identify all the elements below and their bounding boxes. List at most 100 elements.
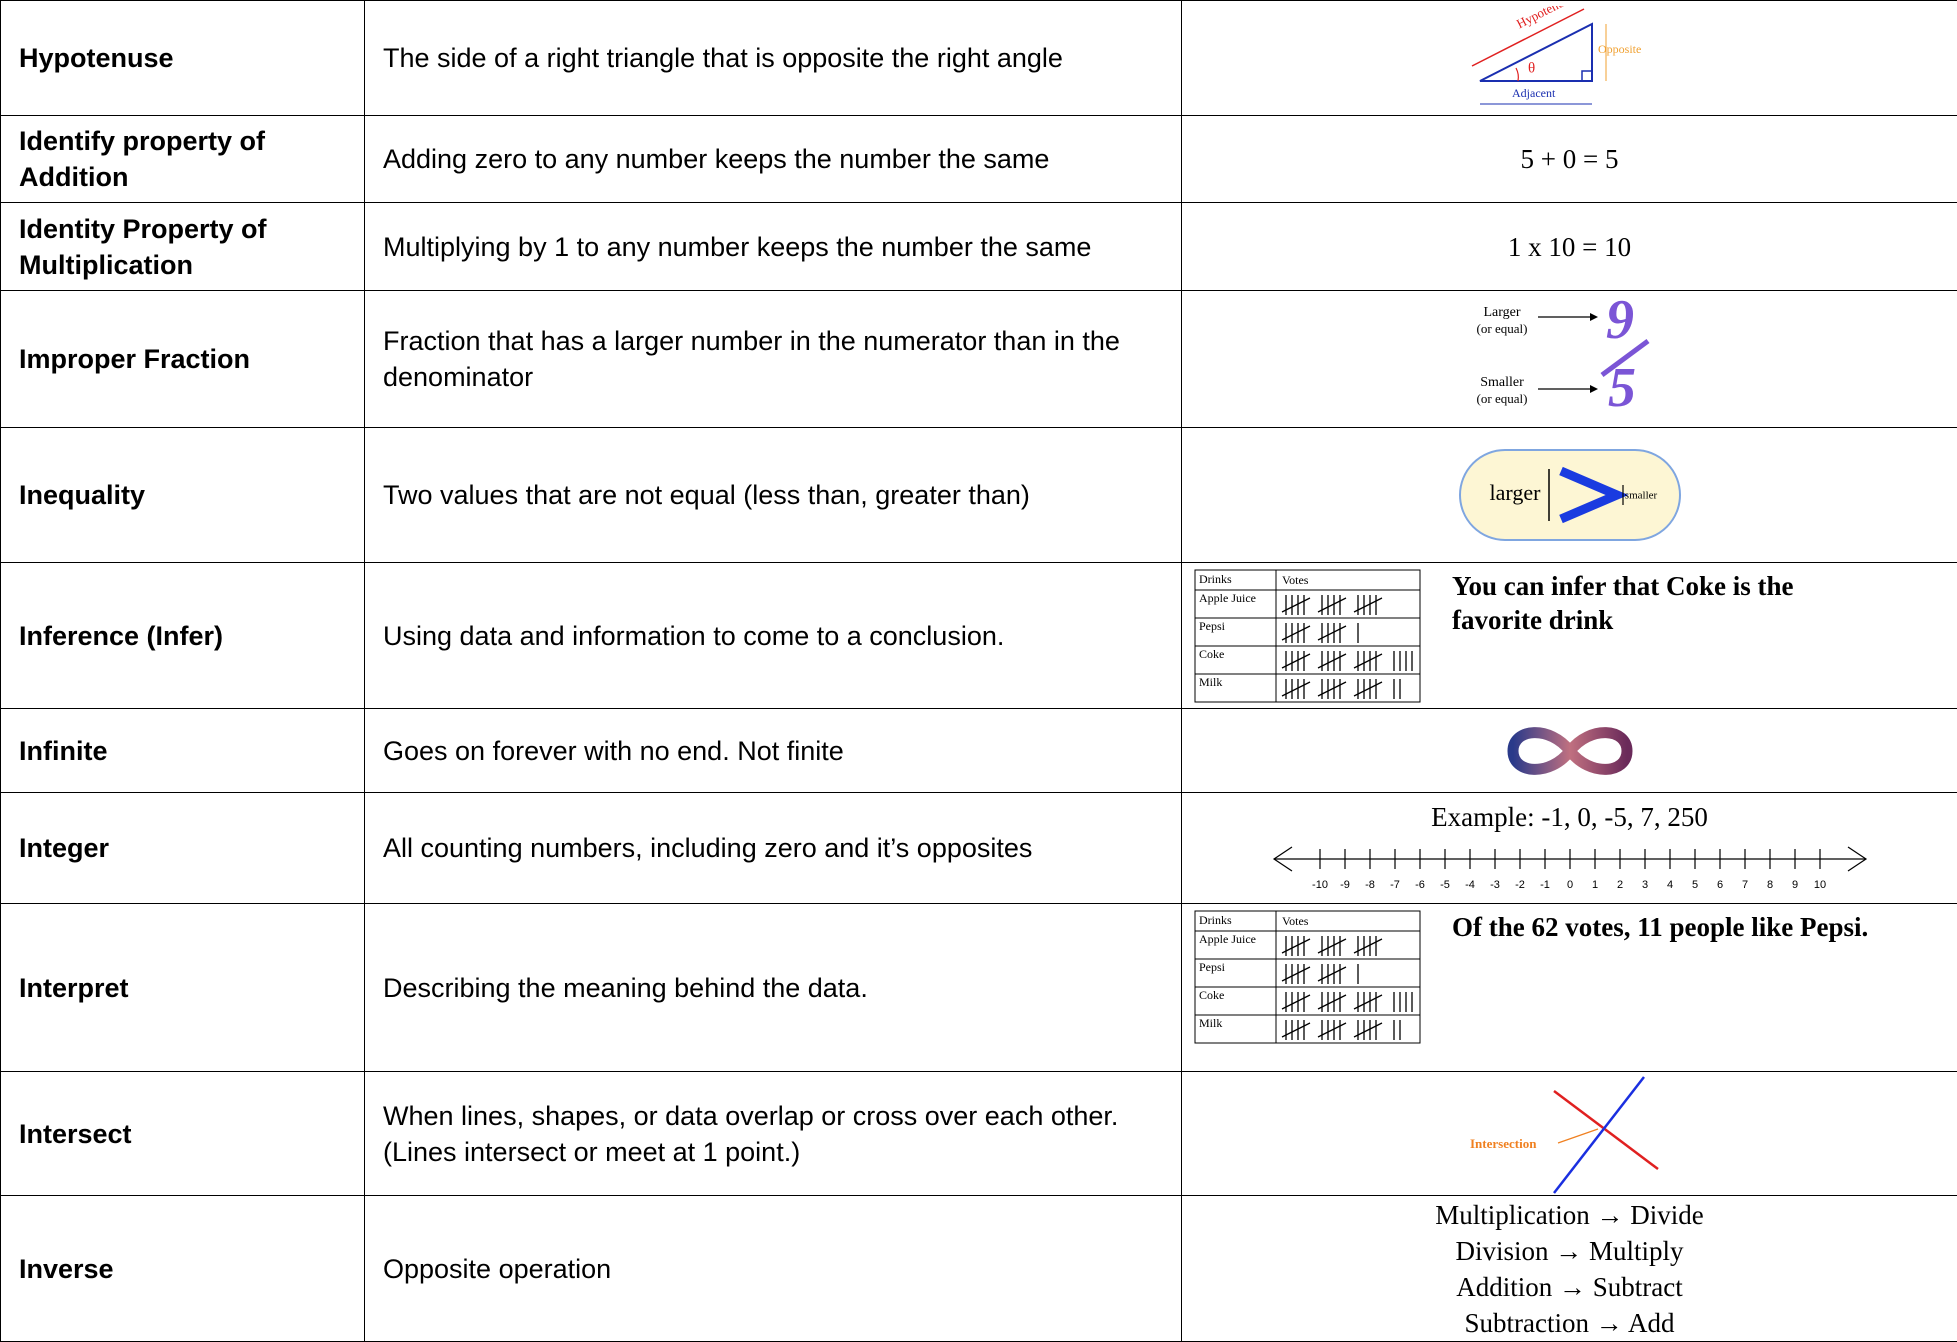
row: Improper Fraction Fraction that has a la… bbox=[1, 291, 1957, 428]
tally-marks bbox=[1282, 992, 1412, 1012]
drink: Apple Juice bbox=[1199, 932, 1256, 946]
label: θ bbox=[1528, 60, 1535, 76]
tick-label: -1 bbox=[1540, 879, 1550, 891]
pointer bbox=[1558, 1129, 1598, 1143]
denominator: 5 bbox=[1608, 356, 1636, 418]
numerator: 9 bbox=[1606, 297, 1634, 351]
blue-line bbox=[1554, 1077, 1644, 1193]
header: Votes bbox=[1282, 573, 1309, 587]
row: Hypotenuse The side of a right triangle … bbox=[1, 1, 1957, 116]
tally-marks bbox=[1282, 623, 1358, 643]
triangle bbox=[1480, 24, 1592, 81]
label: larger bbox=[1489, 480, 1541, 505]
row: Interpret Describing the meaning behind … bbox=[1, 904, 1957, 1072]
tick-label: 0 bbox=[1566, 879, 1572, 891]
tally-marks bbox=[1282, 936, 1382, 956]
angle-arc bbox=[1516, 68, 1518, 81]
header: Drinks bbox=[1199, 913, 1232, 927]
definition: Multiplying by 1 to any number keeps the… bbox=[365, 203, 1182, 291]
tick-label: -3 bbox=[1490, 879, 1500, 891]
tick-label: -8 bbox=[1365, 879, 1375, 891]
tick-label: -10 bbox=[1312, 879, 1328, 891]
header: Drinks bbox=[1199, 572, 1232, 586]
label: Hypotenuse bbox=[1513, 6, 1575, 31]
drink: Pepsi bbox=[1199, 960, 1226, 974]
term: Inference (Infer) bbox=[1, 563, 365, 709]
term: Infinite bbox=[1, 709, 365, 793]
infinity-symbol bbox=[1513, 732, 1627, 769]
row: Inverse Opposite operation Multiplicatio… bbox=[1, 1196, 1957, 1342]
example: Larger (or equal) Smaller (or equal) 9 5 bbox=[1182, 291, 1957, 428]
example: Multiplication → Divide Division → Multi… bbox=[1182, 1196, 1957, 1342]
tally-marks bbox=[1282, 679, 1400, 699]
intersection-figure: Intersection bbox=[1462, 1073, 1678, 1195]
line: Subtraction → Add bbox=[1182, 1305, 1957, 1341]
red-line bbox=[1554, 1091, 1658, 1169]
drink: Milk bbox=[1199, 675, 1222, 689]
term: Integer bbox=[1, 793, 365, 904]
line: Division → Multiply bbox=[1182, 1233, 1957, 1269]
definition: Using data and information to come to a … bbox=[365, 563, 1182, 709]
definition: Fraction that has a larger number in the… bbox=[365, 291, 1182, 428]
label: Smaller bbox=[1480, 375, 1524, 390]
label: Adjacent bbox=[1512, 85, 1556, 99]
tick-label: -4 bbox=[1465, 879, 1475, 891]
drink: Pepsi bbox=[1199, 619, 1226, 633]
fraction-figure: Larger (or equal) Smaller (or equal) 9 5 bbox=[1470, 297, 1670, 422]
example: 5 + 0 = 5 bbox=[1182, 116, 1957, 203]
tick-label: 9 bbox=[1791, 879, 1797, 891]
tick-label: 4 bbox=[1666, 879, 1672, 891]
example: Example: -1, 0, -5, 7, 250 -10-9-8-7-6-5… bbox=[1182, 793, 1957, 904]
tick-label: 8 bbox=[1766, 879, 1772, 891]
line: Addition → Subtract bbox=[1182, 1269, 1957, 1305]
conclusion: Of the 62 votes, 11 people like Pepsi. bbox=[1422, 910, 1882, 944]
tick-label: -9 bbox=[1340, 879, 1350, 891]
tick-label: 7 bbox=[1741, 879, 1747, 891]
tick-label: -6 bbox=[1415, 879, 1425, 891]
example: larger smaller bbox=[1182, 428, 1957, 563]
row: Infinite Goes on forever with no end. No… bbox=[1, 709, 1957, 793]
example: 1 x 10 = 10 bbox=[1182, 203, 1957, 291]
example: Intersection bbox=[1182, 1072, 1957, 1196]
tick-label: 2 bbox=[1616, 879, 1622, 891]
term: Intersect bbox=[1, 1072, 365, 1196]
tally-marks bbox=[1282, 964, 1358, 984]
label: smaller bbox=[1624, 490, 1657, 502]
tick-label: -5 bbox=[1440, 879, 1450, 891]
arrow-head bbox=[1590, 313, 1598, 321]
tick-label: 3 bbox=[1641, 879, 1647, 891]
right-angle bbox=[1582, 71, 1592, 81]
note: (or equal) bbox=[1476, 390, 1527, 405]
tick-label: 1 bbox=[1591, 879, 1597, 891]
row: Integer All counting numbers, including … bbox=[1, 793, 1957, 904]
row: Identify property of Addition Adding zer… bbox=[1, 116, 1957, 203]
conclusion: You can infer that Coke is the favorite … bbox=[1422, 569, 1882, 637]
example: Hypotenuse θ Opposite Adjacent bbox=[1182, 1, 1957, 116]
row: Identity Property of Multiplication Mult… bbox=[1, 203, 1957, 291]
definition: The side of a right triangle that is opp… bbox=[365, 1, 1182, 116]
definition: Goes on forever with no end. Not finite bbox=[365, 709, 1182, 793]
term: Identify property of Addition bbox=[1, 116, 365, 203]
definition: Describing the meaning behind the data. bbox=[365, 904, 1182, 1072]
term: Improper Fraction bbox=[1, 291, 365, 428]
drink: Milk bbox=[1199, 1016, 1222, 1030]
row: Inequality Two values that are not equal… bbox=[1, 428, 1957, 563]
tally-marks bbox=[1282, 651, 1412, 671]
term: Inequality bbox=[1, 428, 365, 563]
infinity-figure bbox=[1505, 720, 1635, 782]
example bbox=[1182, 709, 1957, 793]
definition: Two values that are not equal (less than… bbox=[365, 428, 1182, 563]
tick-label: 6 bbox=[1716, 879, 1722, 891]
term: Identity Property of Multiplication bbox=[1, 203, 365, 291]
example-text: Example: -1, 0, -5, 7, 250 bbox=[1182, 799, 1957, 835]
row: Inference (Infer) Using data and informa… bbox=[1, 563, 1957, 709]
tick-label: -2 bbox=[1515, 879, 1525, 891]
inequality-figure: larger smaller bbox=[1457, 447, 1683, 543]
term: Interpret bbox=[1, 904, 365, 1072]
